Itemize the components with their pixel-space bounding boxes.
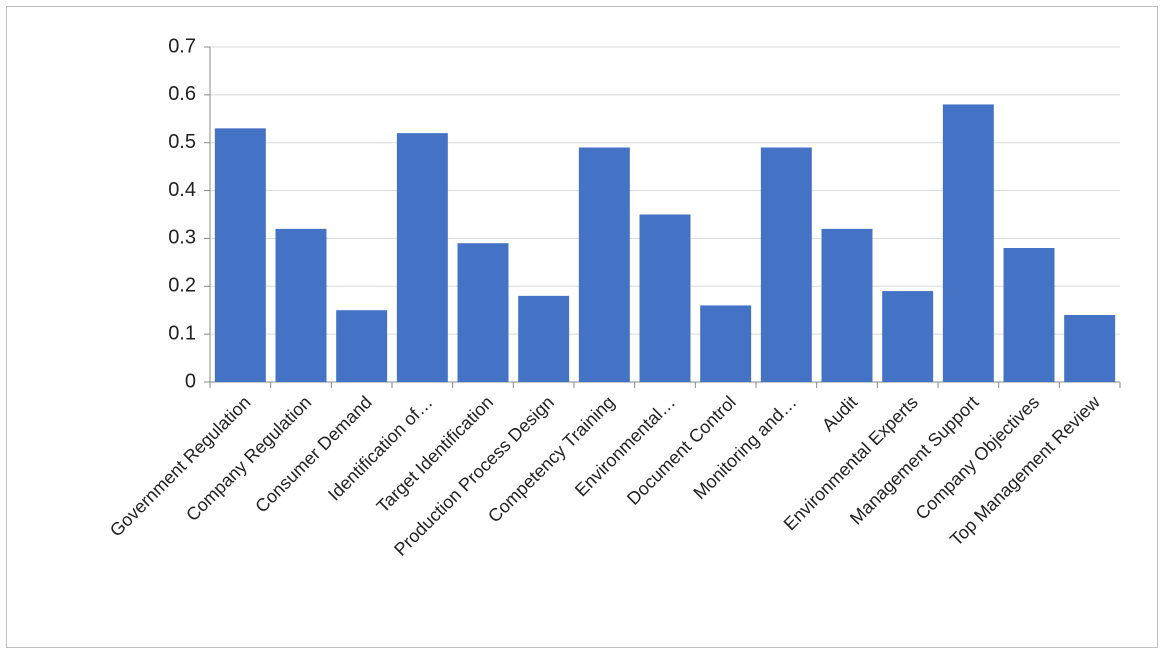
y-tick-label: 0.4 bbox=[168, 179, 196, 201]
bar bbox=[518, 295, 570, 382]
bar bbox=[396, 133, 448, 382]
bar bbox=[1064, 315, 1116, 382]
y-tick-label: 0.2 bbox=[168, 275, 196, 297]
bar bbox=[336, 310, 388, 382]
bar bbox=[457, 243, 509, 382]
y-tick-label: 0.3 bbox=[168, 227, 196, 249]
bar bbox=[821, 228, 873, 382]
bar bbox=[760, 147, 812, 382]
y-tick-label: 0.1 bbox=[168, 322, 196, 344]
y-tick-label: 0.6 bbox=[168, 83, 196, 105]
bar bbox=[1003, 248, 1055, 382]
bar bbox=[214, 128, 266, 382]
bar bbox=[275, 228, 327, 382]
y-tick-label: 0.7 bbox=[168, 35, 196, 57]
bar bbox=[942, 104, 994, 382]
bar bbox=[882, 291, 934, 382]
y-tick-label: 0.5 bbox=[168, 131, 196, 153]
bar bbox=[700, 305, 752, 382]
bar bbox=[578, 147, 630, 382]
y-tick-label: 0 bbox=[185, 370, 196, 392]
bar bbox=[639, 214, 691, 382]
